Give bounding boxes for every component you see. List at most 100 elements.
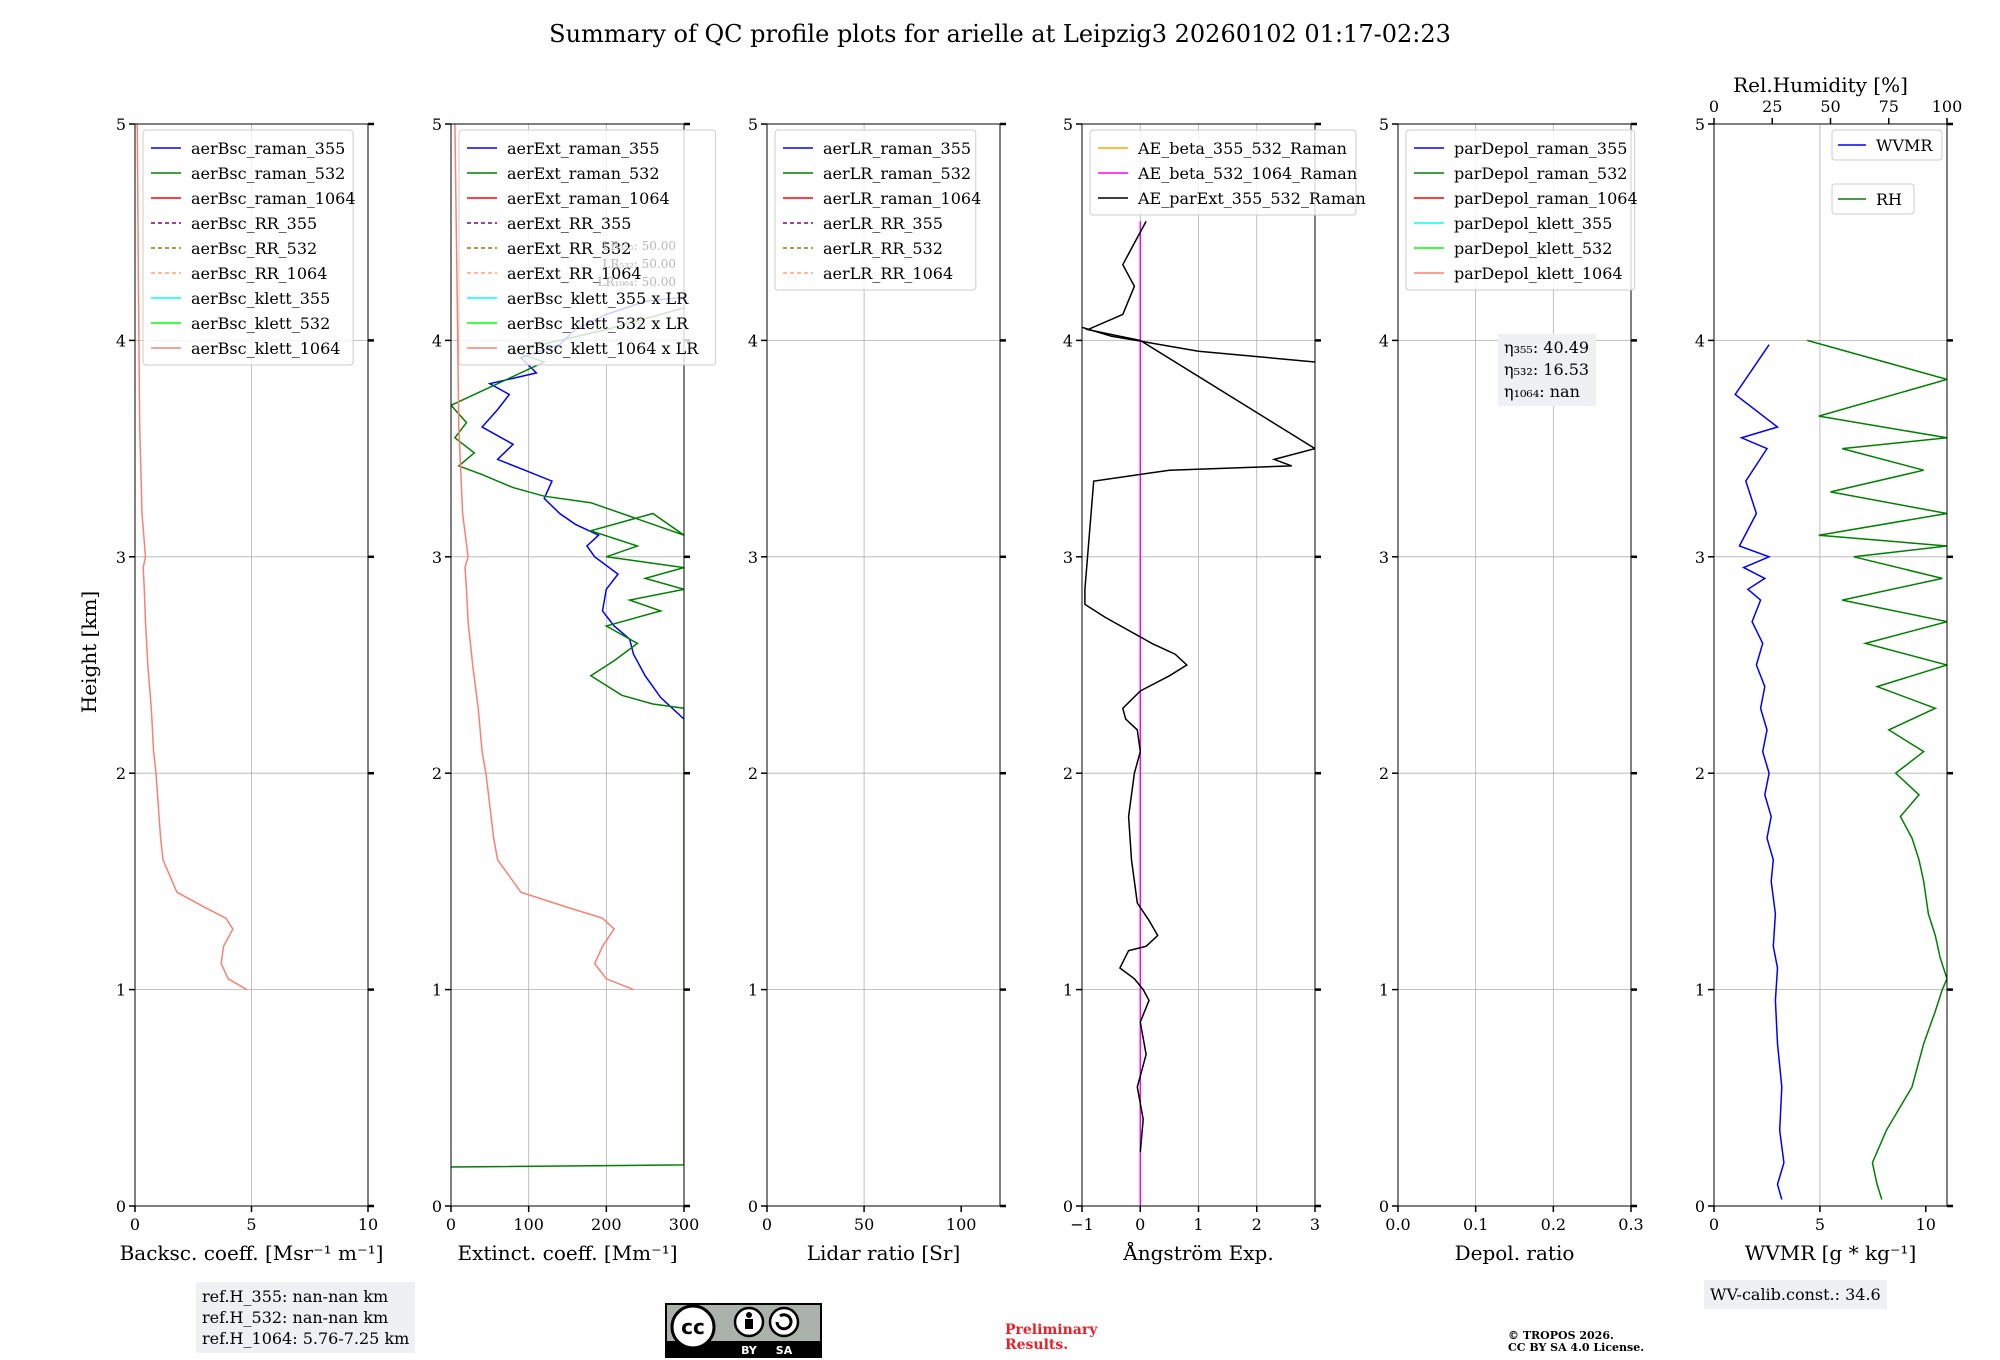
legend-label: WVMR — [1876, 136, 1933, 155]
copyright-note: © TROPOS 2026. CC BY SA 4.0 License. — [1508, 1330, 1644, 1354]
legend-label: aerExt_RR_355 — [507, 214, 631, 233]
x-tick-label: 10 — [358, 1215, 378, 1234]
x-tick-label: 0.3 — [1618, 1215, 1643, 1234]
y-tick-label: 2 — [432, 764, 442, 783]
cc-sa-text: SA — [776, 1344, 793, 1357]
y-tick-label: 2 — [1695, 764, 1705, 783]
y-tick-label: 3 — [1379, 548, 1389, 567]
legend-box — [458, 129, 717, 366]
y-tick-label: 5 — [432, 115, 442, 134]
panel-extinction: 0 1 2 3 4 5 0 100 200 300 Extinct. coeff. [Mm⁻¹] ae… — [432, 115, 717, 1265]
y-tick-label: 0 — [432, 1197, 442, 1216]
cc-text: cc — [681, 1315, 705, 1339]
preliminary-line-2: Results. — [1005, 1337, 1069, 1353]
y-tick-label: 4 — [1063, 331, 1073, 350]
y-tick-label: 5 — [1063, 115, 1073, 134]
y-axis-label: Height [km] — [77, 591, 101, 713]
cc-by-text: BY — [741, 1344, 758, 1357]
ref-height-532: ref.H_532: nan-nan km — [202, 1308, 389, 1327]
legend-depol: parDepol_raman_355 parDepol_raman_532 parD… — [1405, 129, 1638, 291]
y-tick-label: 3 — [116, 548, 126, 567]
x-axis-label: Depol. ratio — [1455, 1241, 1575, 1265]
y-tick-label: 5 — [116, 115, 126, 134]
series-wvmr — [1734, 344, 1785, 1200]
y-tick-label: 1 — [432, 981, 442, 1000]
y-tick-label: 4 — [432, 331, 442, 350]
y-tick-label: 2 — [1379, 764, 1389, 783]
legend-box — [1089, 129, 1357, 216]
legend-backscatter: aerBsc_raman_355 aerBsc_raman_532 aerBsc_r… — [142, 129, 356, 366]
x-tick-label: 2 — [1252, 1215, 1262, 1234]
axes-frame — [450, 123, 685, 1207]
legend-label: aerBsc_klett_1064 x LR — [507, 339, 699, 358]
legend-label: parDepol_raman_532 — [1454, 164, 1627, 183]
y-tick-label: 5 — [1379, 115, 1389, 134]
y-tick-label: 0 — [748, 1197, 758, 1216]
legend-label: aerExt_raman_355 — [507, 139, 660, 158]
legend-label: parDepol_raman_355 — [1454, 139, 1627, 158]
x-tick-label: −1 — [1070, 1215, 1094, 1234]
legend-lidar_ratio: aerLR_raman_355 aerLR_raman_532 aerLR_rama… — [774, 129, 981, 291]
y-tick-label: 3 — [748, 548, 758, 567]
lidar-ratio-annotation: LR₁₀₆₄: 50.00 — [598, 275, 676, 289]
legend-label: aerExt_raman_1064 — [507, 189, 670, 208]
y-tick-label: 3 — [432, 548, 442, 567]
copyright-line-1: © TROPOS 2026. — [1508, 1329, 1614, 1342]
legend-label: aerBsc_RR_1064 — [191, 264, 327, 283]
legend-box — [1831, 129, 1943, 161]
legend-box — [142, 129, 354, 366]
legend-label: aerBsc_klett_355 — [191, 289, 330, 308]
lidar-ratio-annotation: LR₃₅₅: 50.00 — [602, 239, 676, 253]
y-tick-label: 2 — [748, 764, 758, 783]
x-tick-label: 0 — [1709, 1215, 1719, 1234]
x-axis-label: Ångström Exp. — [1122, 1240, 1273, 1265]
eta-box: η₃₅₅: 40.49 η₅₃₂: 16.53 η₁₀₆₄: nan — [1498, 334, 1596, 406]
legend-label: aerBsc_raman_355 — [191, 139, 345, 158]
series-ae-parext-355-532-raman-upper — [1082, 326, 1315, 363]
legend-label: parDepol_raman_1064 — [1454, 189, 1638, 208]
x-tick-label: 300 — [669, 1215, 700, 1234]
y-tick-label: 0 — [1063, 1197, 1073, 1216]
legend-box — [1405, 129, 1636, 291]
legend-label: aerBsc_raman_532 — [191, 164, 345, 183]
legend-label: aerExt_RR_1064 — [507, 264, 642, 283]
x-axis-label: Backsc. coeff. [Msr⁻¹ m⁻¹] — [120, 1241, 384, 1265]
ref-height-1064: ref.H_1064: 5.76-7.25 km — [202, 1329, 410, 1348]
legend-box — [1831, 183, 1915, 215]
y-tick-label: 4 — [1379, 331, 1389, 350]
legend-box — [774, 129, 977, 291]
legend-wvmr: WVMR — [1831, 129, 1943, 161]
legend-label: AE_parExt_355_532_Raman — [1137, 189, 1366, 208]
top-axis-label: Rel.Humidity [%] — [1733, 73, 1908, 97]
x-tick-label: 5 — [246, 1215, 256, 1234]
legend-label: RH — [1876, 190, 1902, 209]
legend-label: aerExt_raman_532 — [507, 164, 660, 183]
y-tick-label: 1 — [1063, 981, 1073, 1000]
legend-label: aerBsc_RR_532 — [191, 239, 317, 258]
legend-label: parDepol_klett_1064 — [1454, 264, 1623, 283]
copyright-line-2: CC BY SA 4.0 License. — [1508, 1341, 1645, 1354]
eta-background — [1498, 334, 1596, 406]
axes-frame — [766, 123, 1001, 1207]
legend-label: aerLR_raman_355 — [823, 139, 971, 158]
cc-license-icon: cc BY SA — [665, 1303, 822, 1358]
x-tick-label: 100 — [513, 1215, 544, 1234]
legend-label: aerLR_RR_532 — [823, 239, 943, 258]
x-tick-label: 0.1 — [1463, 1215, 1488, 1234]
x-tick-label: 0 — [130, 1215, 140, 1234]
top-x-tick-label: 50 — [1820, 97, 1840, 116]
y-tick-label: 2 — [116, 764, 126, 783]
preliminary-results-note: Preliminary Results. — [1005, 1323, 1097, 1353]
wv-calibration-box: WV-calib.const.: 34.6 — [1704, 1280, 1887, 1309]
eta-value: η₅₃₂: 16.53 — [1504, 360, 1589, 379]
eta-value: η₃₅₅: 40.49 — [1504, 338, 1589, 357]
y-tick-label: 3 — [1063, 548, 1073, 567]
legend-label: aerBsc_klett_355 x LR — [507, 289, 689, 308]
preliminary-line-1: Preliminary — [1005, 1322, 1098, 1338]
legend-label: aerBsc_raman_1064 — [191, 189, 356, 208]
legend-label: aerBsc_klett_532 — [191, 314, 330, 333]
top-x-tick-label: 75 — [1879, 97, 1899, 116]
